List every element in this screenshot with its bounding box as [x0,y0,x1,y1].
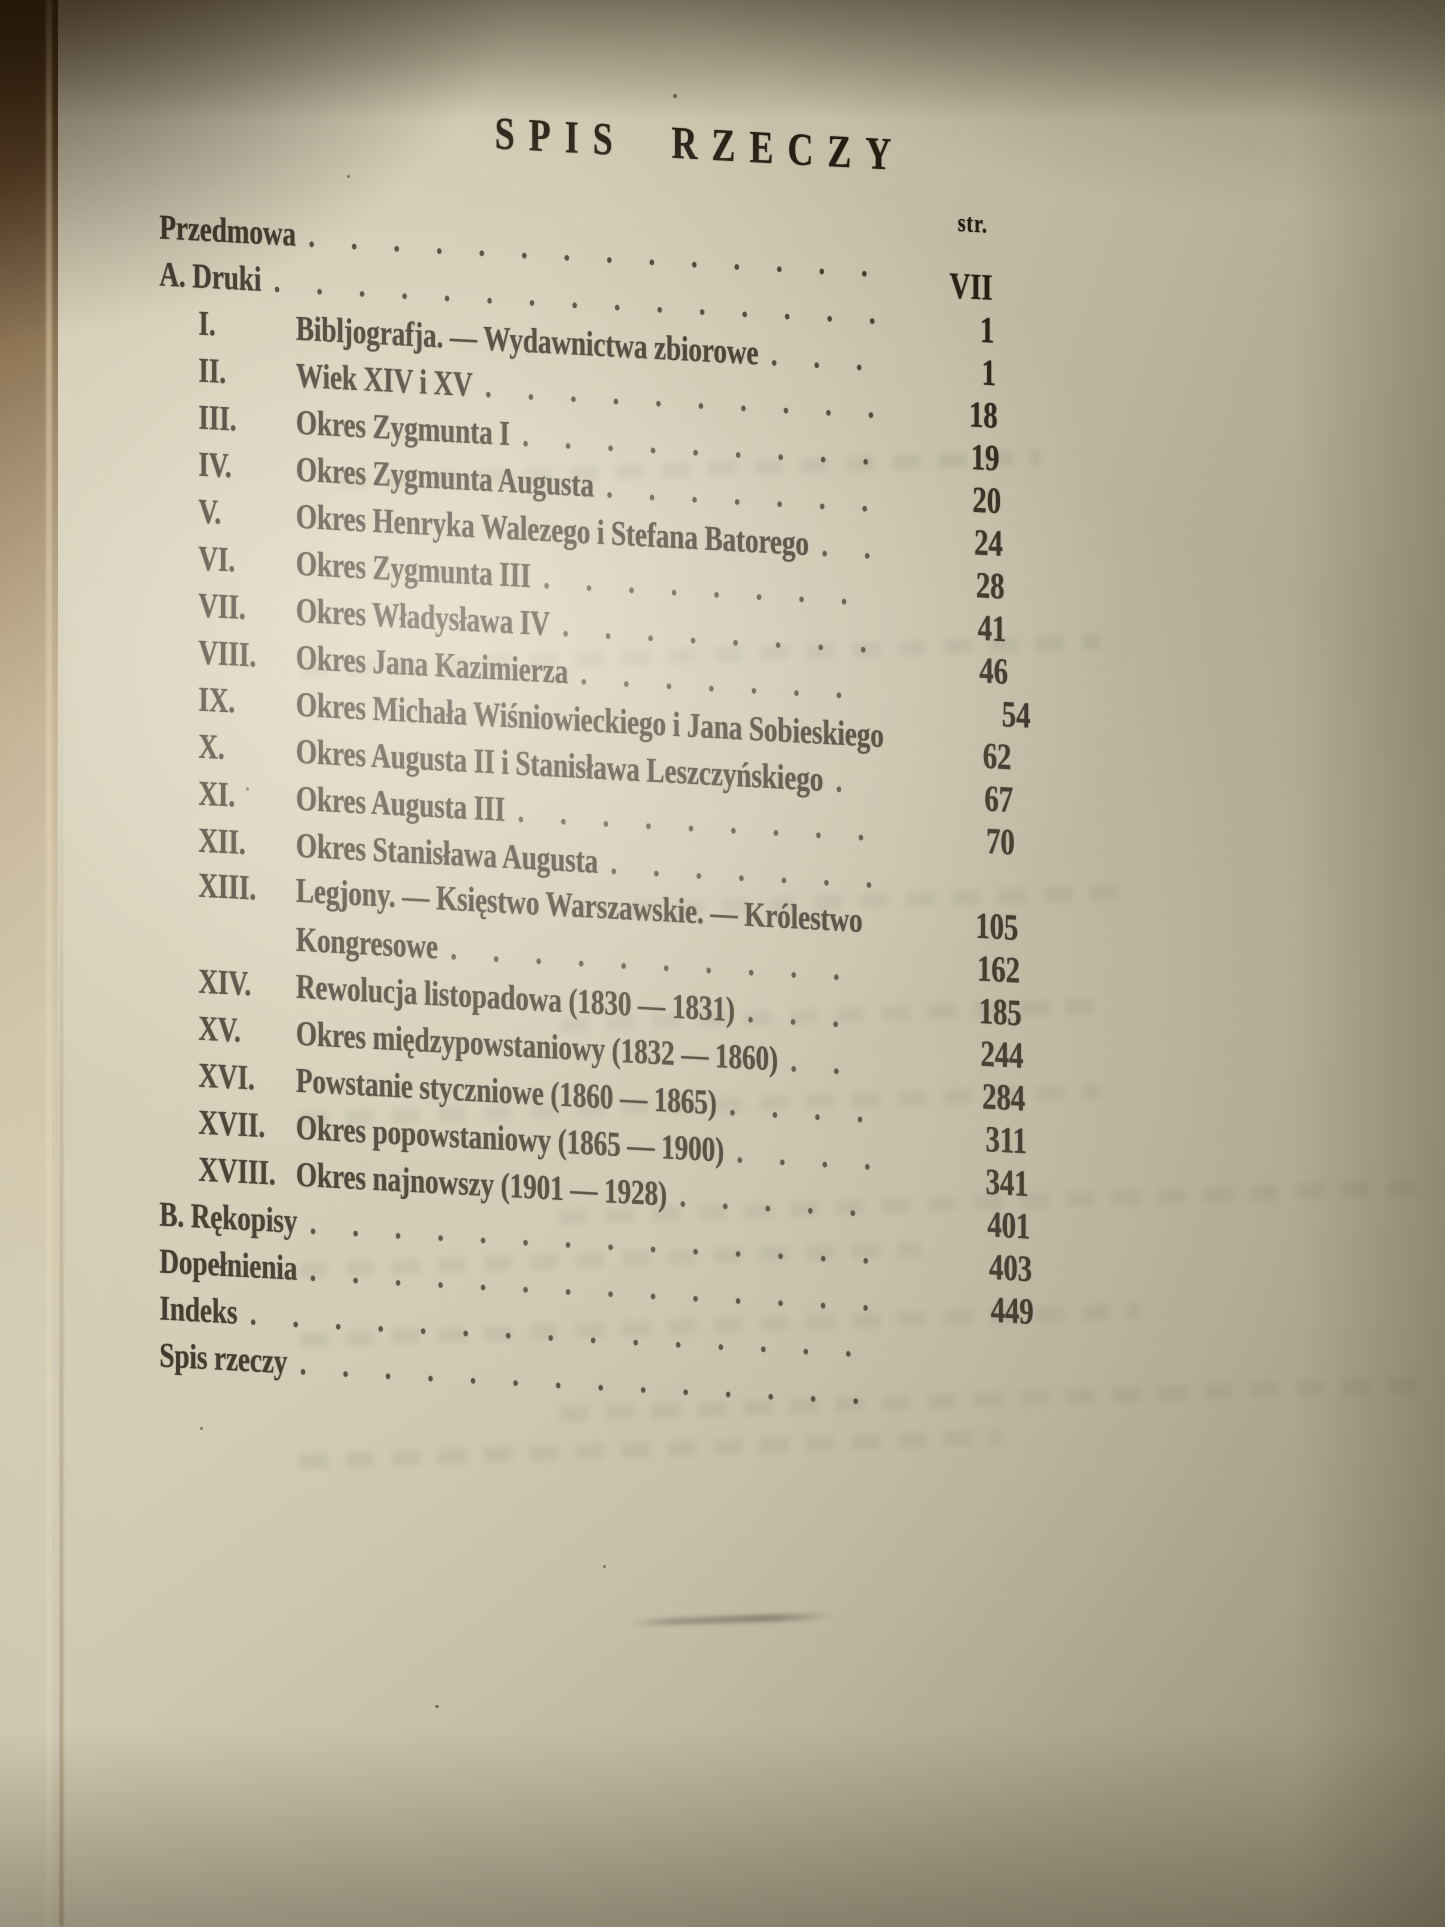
entry-page-number: 41 [977,607,1007,651]
ghost-text-line [300,1429,1000,1470]
entry-label: Indeks [159,1288,238,1332]
entry-numeral: VII. [198,585,246,628]
entry-page-number: 67 [984,778,1013,821]
toc-rows: str. Przedmowa .........................… [150,205,1033,1425]
entry-label: Wiek XIV i XV [295,355,473,405]
book-spine-shadow [0,0,58,1927]
dot-leader: ........................................ [735,992,875,1038]
entry-label: Okres Zygmunta III [295,543,531,596]
entry-numeral: VI. [198,538,236,580]
entry-page-number: 70 [986,821,1015,864]
entry-page-number: 18 [968,394,998,437]
paper-speck [200,1427,203,1430]
entry-page-number: 105 [975,905,1019,949]
entry-page-number: 24 [974,522,1003,565]
entry-numeral: XVIII. [198,1149,276,1193]
dot-leader: ........................................ [809,526,875,568]
entry-page-number: 341 [985,1161,1029,1206]
entry-label: Okres Augusta III [295,778,506,829]
entry-numeral: IV. [198,444,232,486]
entry-numeral: XIV. [198,961,252,1004]
entry-page-number: 46 [979,650,1008,693]
entry-numeral: XV. [198,1008,241,1050]
entry-label: Okres Zygmunta I [295,402,510,454]
entry-page-number: 401 [987,1204,1031,1248]
entry-page-number: 244 [980,1033,1024,1077]
entry-numeral: II. [198,350,226,392]
entry-numeral: XVII. [198,1102,266,1146]
entry-page-number: 403 [989,1247,1032,1291]
dot-leader: ........................................ [724,1133,875,1178]
entry-page-number: 185 [978,991,1022,1035]
entry-numeral: III. [198,397,237,439]
paper-speck [673,94,677,98]
entry-numeral: VIII. [198,632,256,675]
entry-page-number: 1 [979,309,995,352]
entry-numeral: X. [198,726,225,767]
entry-label: Dopełnienia [159,1241,298,1288]
entry-label: B. Rękopisy [159,1194,298,1241]
entry-page-number: 284 [982,1076,1026,1120]
page-column-header: str. [957,208,988,239]
entry-page-number: 54 [1001,694,1031,737]
paper-speck [603,1565,606,1568]
entry-page-number: 28 [975,565,1005,608]
entry-label: Spis rzeczy [159,1335,288,1382]
page-crease [60,539,63,1927]
entry-page-number: 1 [981,352,996,395]
entry-page-number: 449 [990,1289,1034,1333]
entry-page-number: 20 [972,479,1001,523]
toc-content: SPIS RZECZY str. Przedmowa .............… [150,88,1033,1425]
entry-label: Kongresowe [295,919,438,967]
dot-leader: ........................................ [823,762,876,803]
entry-page-number: 311 [985,1119,1027,1163]
entry-numeral: XIII. [198,865,256,908]
dot-leader: ........................................ [758,335,876,380]
entry-label: Przedmowa [159,207,296,254]
entry-page-number: 62 [982,735,1012,779]
entry-label: A. Druki [159,254,262,299]
dot-leader: ........................................ [778,1041,875,1085]
pencil-smudge [629,1612,833,1627]
entry-numeral: XI. [198,773,236,815]
entry-numeral: XVI. [198,1055,255,1098]
entry-numeral: I. [198,303,216,344]
paper-speck [435,1705,439,1708]
entry-numeral: V. [198,491,222,532]
page-title: SPIS RZECZY [494,107,906,181]
page-edge-highlight [46,0,52,1927]
entry-numeral: XII. [198,820,246,863]
entry-page-number: 162 [977,948,1020,992]
dot-leader: ........................................ [717,1085,875,1132]
entry-numeral: IX. [198,679,236,721]
entry-page-number: VII [949,265,993,309]
dot-leader: ........................................ [667,1177,875,1225]
entry-page-number: 19 [970,437,1000,480]
